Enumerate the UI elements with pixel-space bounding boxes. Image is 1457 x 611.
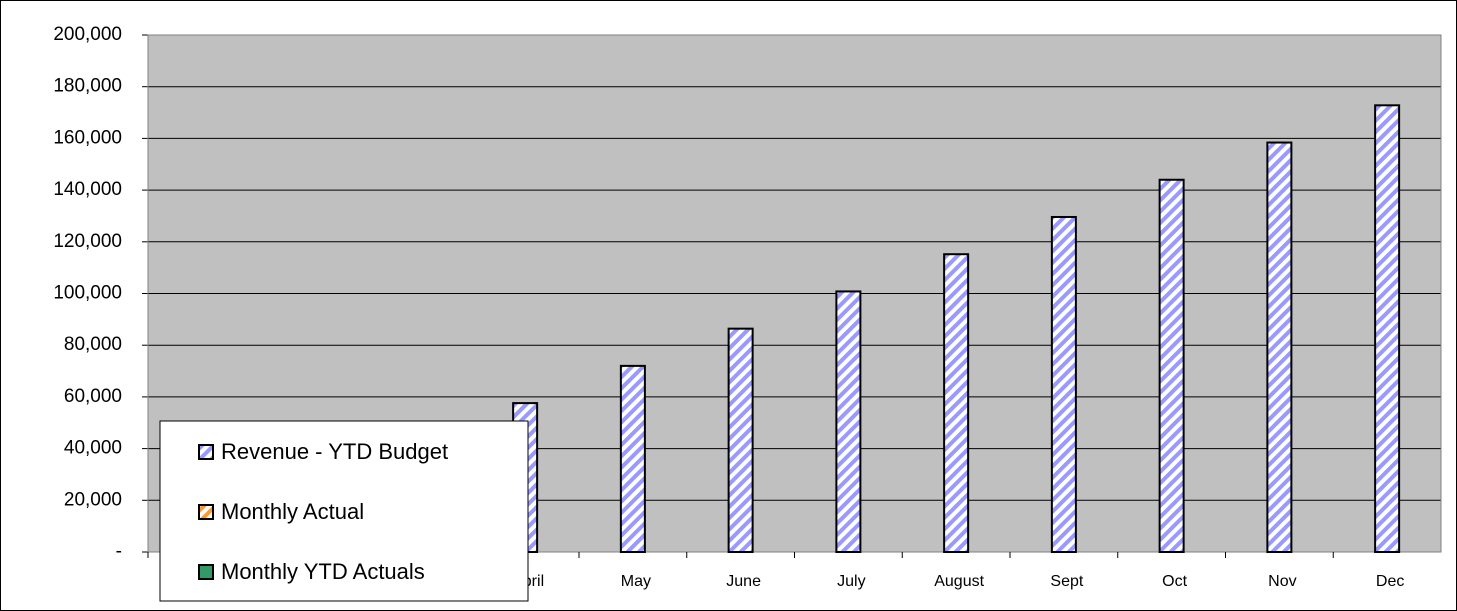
y-tick-label: 180,000 (53, 76, 122, 97)
legend-swatch (198, 504, 214, 520)
bar (1050, 215, 1077, 553)
x-tick-label: Nov (1268, 573, 1296, 590)
x-tick-label: Dec (1376, 573, 1404, 590)
legend-swatch (198, 564, 214, 580)
y-tick-label: 80,000 (64, 334, 122, 355)
bar (1374, 104, 1401, 553)
x-tick-label: Oct (1162, 573, 1187, 590)
bar (835, 290, 862, 553)
legend-label: Revenue - YTD Budget (221, 439, 448, 464)
x-tick-label: May (621, 573, 651, 590)
y-tick-label: - (116, 541, 122, 562)
x-tick-label: Sept (1050, 573, 1083, 590)
y-tick-label: 140,000 (53, 179, 122, 200)
x-tick-label: June (726, 573, 761, 590)
bar (727, 327, 754, 553)
legend-label: Monthly Actual (221, 499, 364, 524)
bar (943, 253, 970, 553)
y-tick-label: 40,000 (64, 438, 122, 459)
bar (1158, 178, 1185, 553)
y-tick-label: 100,000 (53, 283, 122, 304)
legend-swatch (198, 444, 214, 460)
bar (1266, 141, 1293, 553)
y-tick-label: 20,000 (64, 489, 122, 510)
y-tick-label: 60,000 (64, 386, 122, 407)
y-tick-label: 160,000 (53, 127, 122, 148)
legend-label: Monthly YTD Actuals (221, 559, 425, 584)
y-tick-label: 200,000 (53, 24, 122, 45)
x-tick-label: July (837, 573, 865, 590)
y-tick-label: 120,000 (53, 231, 122, 252)
bar (619, 364, 646, 553)
x-tick-label: August (934, 573, 984, 590)
legend-box (159, 420, 529, 602)
